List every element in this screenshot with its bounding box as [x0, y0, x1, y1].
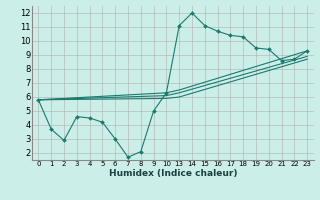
X-axis label: Humidex (Indice chaleur): Humidex (Indice chaleur) — [108, 169, 237, 178]
